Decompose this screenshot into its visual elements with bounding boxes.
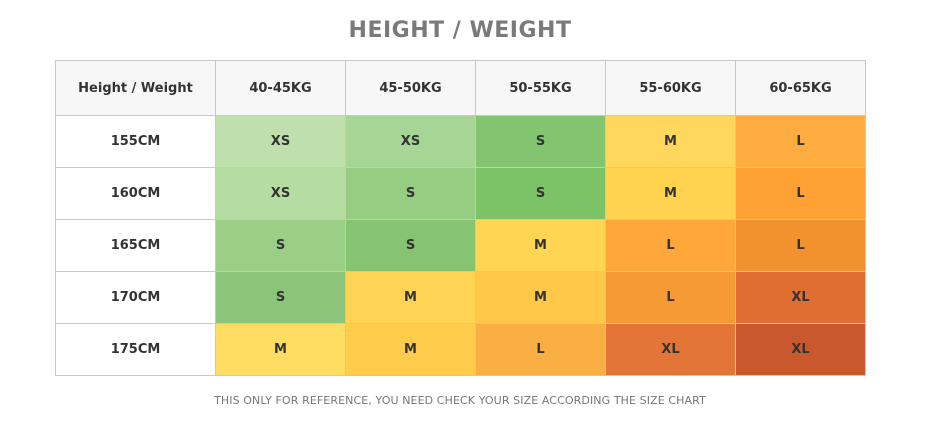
size-cell: M bbox=[345, 271, 476, 324]
table-row: 170CM S M M L XL bbox=[55, 271, 866, 324]
size-cell: L bbox=[735, 219, 866, 272]
reference-note: THIS ONLY FOR REFERENCE, YOU NEED CHECK … bbox=[214, 394, 706, 407]
size-cell: XL bbox=[605, 323, 736, 376]
header-cell: 45-50KG bbox=[345, 60, 476, 116]
size-cell: S bbox=[475, 167, 606, 220]
size-cell: XL bbox=[735, 271, 866, 324]
row-label: 160CM bbox=[55, 167, 216, 220]
row-label: 165CM bbox=[55, 219, 216, 272]
header-cell: 60-65KG bbox=[735, 60, 866, 116]
size-cell: XS bbox=[345, 115, 476, 168]
table-row: 155CM XS XS S M L bbox=[55, 115, 866, 168]
page-title: HEIGHT / WEIGHT bbox=[348, 18, 572, 43]
size-chart-table: Height / Weight 40-45KG 45-50KG 50-55KG … bbox=[55, 60, 866, 376]
header-cell: 55-60KG bbox=[605, 60, 736, 116]
size-cell: S bbox=[475, 115, 606, 168]
header-cell: Height / Weight bbox=[55, 60, 216, 116]
row-label: 155CM bbox=[55, 115, 216, 168]
size-cell: L bbox=[605, 219, 736, 272]
size-cell: M bbox=[475, 219, 606, 272]
size-cell: S bbox=[345, 167, 476, 220]
table-row: 160CM XS S S M L bbox=[55, 167, 866, 220]
table-row: 165CM S S M L L bbox=[55, 219, 866, 272]
size-cell: M bbox=[215, 323, 346, 376]
table-header-row: Height / Weight 40-45KG 45-50KG 50-55KG … bbox=[55, 60, 866, 116]
size-cell: S bbox=[345, 219, 476, 272]
size-cell: L bbox=[605, 271, 736, 324]
size-cell: M bbox=[345, 323, 476, 376]
size-cell: L bbox=[475, 323, 606, 376]
header-cell: 50-55KG bbox=[475, 60, 606, 116]
size-cell: M bbox=[605, 115, 736, 168]
size-cell: XL bbox=[735, 323, 866, 376]
row-label: 170CM bbox=[55, 271, 216, 324]
row-label: 175CM bbox=[55, 323, 216, 376]
header-cell: 40-45KG bbox=[215, 60, 346, 116]
size-cell: L bbox=[735, 115, 866, 168]
table-row: 175CM M M L XL XL bbox=[55, 323, 866, 376]
size-cell: M bbox=[475, 271, 606, 324]
size-cell: L bbox=[735, 167, 866, 220]
size-cell: S bbox=[215, 219, 346, 272]
size-cell: S bbox=[215, 271, 346, 324]
size-cell: M bbox=[605, 167, 736, 220]
size-cell: XS bbox=[215, 115, 346, 168]
size-cell: XS bbox=[215, 167, 346, 220]
